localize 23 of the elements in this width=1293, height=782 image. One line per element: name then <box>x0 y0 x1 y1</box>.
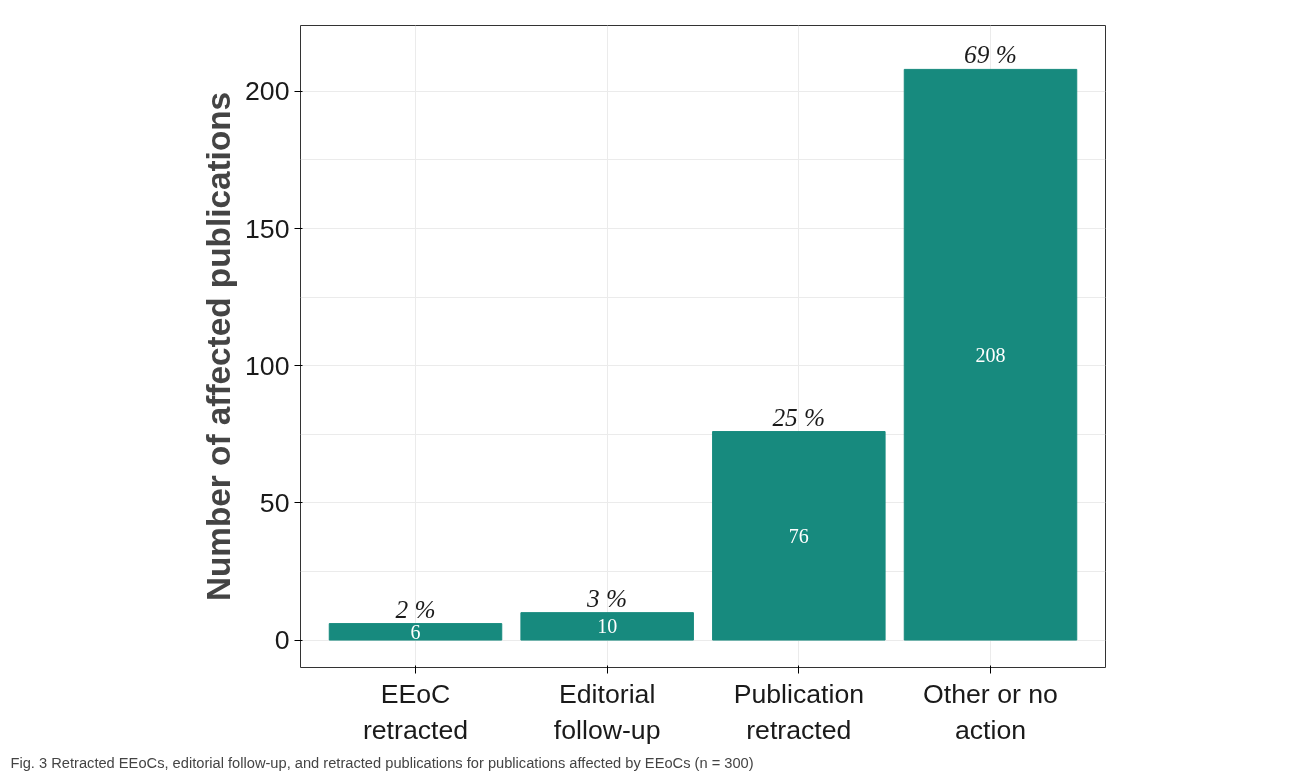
y-tick-label: 150 <box>245 213 290 244</box>
bar <box>712 431 886 641</box>
y-tick-label: 100 <box>245 350 290 381</box>
bar <box>520 612 694 641</box>
bar <box>903 68 1078 641</box>
data-label: 10 <box>597 615 618 638</box>
x-tick-label: Editorial follow-up <box>553 678 661 745</box>
y-axis-title: Number of affected publications <box>200 91 238 602</box>
y-tick-label: 0 <box>274 625 290 656</box>
x-tick-label: Publication retracted <box>733 678 865 745</box>
y-tick-label: 200 <box>245 76 290 107</box>
caption: Fig. 3 Retracted EEoCs, editorial follow-up, and retracted publications for publications affected by EEoCs (n = 300) <box>10 754 754 771</box>
x-tick-label: Other or no action <box>923 678 1058 745</box>
annotation: 3 % <box>586 583 628 612</box>
annotation: 69 % <box>964 40 1017 69</box>
x-tick-label: EEoC retracted <box>362 678 469 745</box>
data-label: 76 <box>788 524 809 547</box>
annotation: 2 % <box>395 594 436 623</box>
bar <box>328 623 503 641</box>
annotation: 25 % <box>772 402 826 431</box>
data-label: 6 <box>410 620 421 643</box>
data-label: 208 <box>975 343 1006 366</box>
y-tick-label: 50 <box>259 487 290 518</box>
